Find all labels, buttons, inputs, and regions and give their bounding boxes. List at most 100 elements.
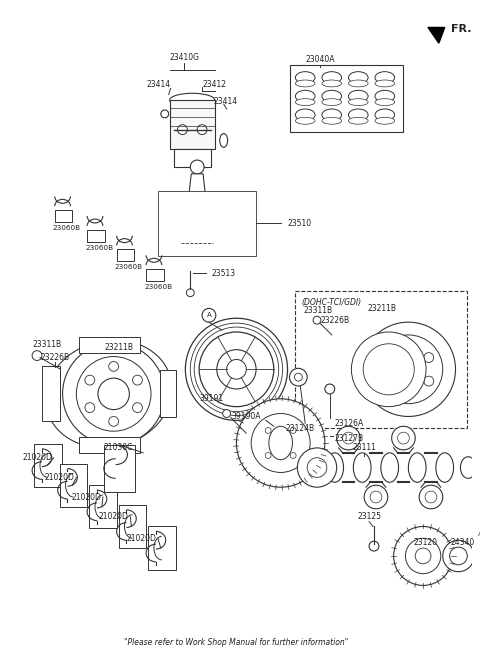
Text: 21020D: 21020D bbox=[72, 493, 101, 502]
Ellipse shape bbox=[220, 134, 228, 148]
Circle shape bbox=[199, 332, 274, 406]
Text: 23211B: 23211B bbox=[104, 343, 133, 352]
Circle shape bbox=[351, 332, 426, 406]
Text: 23311B: 23311B bbox=[32, 340, 61, 350]
Circle shape bbox=[227, 359, 246, 379]
Ellipse shape bbox=[295, 90, 315, 102]
Bar bbox=[119, 505, 146, 548]
Circle shape bbox=[109, 361, 119, 371]
Text: 23060B: 23060B bbox=[85, 244, 113, 250]
Text: 23120: 23120 bbox=[413, 538, 437, 547]
Circle shape bbox=[419, 485, 443, 509]
Circle shape bbox=[265, 428, 271, 434]
Circle shape bbox=[294, 373, 302, 381]
Ellipse shape bbox=[375, 117, 395, 124]
Bar bbox=[42, 366, 60, 422]
Ellipse shape bbox=[460, 457, 476, 479]
Circle shape bbox=[197, 124, 207, 134]
Bar bbox=[174, 149, 211, 167]
Text: 23412: 23412 bbox=[202, 80, 226, 89]
Ellipse shape bbox=[326, 453, 344, 483]
Ellipse shape bbox=[375, 90, 395, 102]
Bar bbox=[60, 463, 87, 507]
Text: 21020D: 21020D bbox=[45, 473, 75, 482]
Ellipse shape bbox=[348, 99, 368, 105]
Circle shape bbox=[404, 341, 413, 351]
Ellipse shape bbox=[436, 453, 454, 483]
Circle shape bbox=[383, 353, 393, 362]
Circle shape bbox=[217, 350, 256, 389]
Polygon shape bbox=[185, 174, 209, 227]
Text: 23124B: 23124B bbox=[286, 424, 315, 433]
Circle shape bbox=[190, 160, 204, 174]
Ellipse shape bbox=[46, 340, 172, 448]
Ellipse shape bbox=[381, 453, 398, 483]
Text: FR.: FR. bbox=[451, 24, 471, 34]
Circle shape bbox=[307, 457, 327, 477]
Text: 21020D: 21020D bbox=[99, 512, 129, 521]
Circle shape bbox=[32, 351, 42, 361]
Ellipse shape bbox=[295, 80, 315, 87]
Circle shape bbox=[85, 375, 95, 385]
Text: 23211B: 23211B bbox=[367, 304, 396, 313]
Text: 23510: 23510 bbox=[288, 219, 312, 228]
Circle shape bbox=[392, 426, 415, 450]
Text: 23513: 23513 bbox=[212, 269, 236, 277]
Circle shape bbox=[395, 355, 422, 383]
Circle shape bbox=[132, 375, 143, 385]
Text: 23060B: 23060B bbox=[144, 284, 172, 290]
Text: 23311B: 23311B bbox=[303, 306, 332, 315]
Circle shape bbox=[361, 322, 456, 416]
Text: 23060B: 23060B bbox=[53, 225, 81, 231]
Circle shape bbox=[363, 344, 414, 395]
Ellipse shape bbox=[348, 90, 368, 102]
Ellipse shape bbox=[353, 453, 371, 483]
Text: 23414: 23414 bbox=[146, 80, 171, 89]
Bar bbox=[87, 230, 105, 242]
Circle shape bbox=[251, 414, 310, 473]
Circle shape bbox=[62, 343, 165, 445]
Bar bbox=[158, 191, 256, 256]
Text: (DOHC-TCI/GDI): (DOHC-TCI/GDI) bbox=[301, 298, 361, 307]
Bar bbox=[79, 437, 140, 453]
Bar bbox=[160, 370, 176, 418]
Text: 21030C: 21030C bbox=[104, 444, 133, 452]
Ellipse shape bbox=[322, 109, 342, 120]
Ellipse shape bbox=[169, 93, 215, 107]
Bar bbox=[89, 485, 117, 528]
Circle shape bbox=[425, 491, 437, 503]
Ellipse shape bbox=[322, 117, 342, 124]
Text: 23125: 23125 bbox=[357, 512, 381, 521]
Text: 23414: 23414 bbox=[214, 97, 238, 106]
Bar bbox=[169, 100, 215, 149]
Circle shape bbox=[424, 376, 434, 386]
Circle shape bbox=[109, 416, 119, 426]
Circle shape bbox=[202, 244, 210, 252]
Text: 23111: 23111 bbox=[352, 444, 376, 452]
Circle shape bbox=[374, 335, 443, 404]
Circle shape bbox=[85, 402, 95, 412]
Circle shape bbox=[298, 448, 336, 487]
Circle shape bbox=[223, 410, 230, 418]
Ellipse shape bbox=[375, 109, 395, 120]
Ellipse shape bbox=[348, 80, 368, 87]
Polygon shape bbox=[428, 27, 444, 43]
Text: 21020D: 21020D bbox=[22, 453, 52, 462]
Circle shape bbox=[98, 378, 130, 410]
Ellipse shape bbox=[375, 71, 395, 83]
Ellipse shape bbox=[322, 71, 342, 83]
Text: 39191: 39191 bbox=[200, 395, 224, 403]
Bar bbox=[79, 337, 140, 353]
Circle shape bbox=[443, 540, 474, 572]
Text: A: A bbox=[206, 312, 211, 318]
Circle shape bbox=[370, 491, 382, 503]
Bar bbox=[290, 65, 404, 132]
Bar bbox=[148, 526, 176, 570]
Bar bbox=[146, 269, 164, 281]
Bar bbox=[117, 250, 134, 261]
Circle shape bbox=[178, 124, 187, 134]
Ellipse shape bbox=[348, 71, 368, 83]
Text: 23040A: 23040A bbox=[305, 56, 335, 64]
Circle shape bbox=[290, 428, 296, 434]
Text: 23410G: 23410G bbox=[169, 54, 199, 62]
